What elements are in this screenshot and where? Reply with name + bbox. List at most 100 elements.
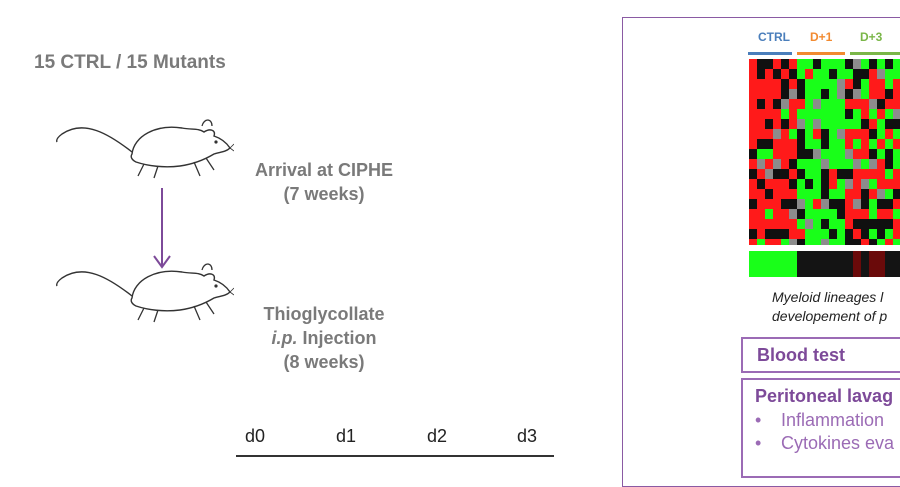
heatmap-cell [893, 239, 900, 245]
heatmap-cell [893, 251, 900, 277]
heatmap-cell [757, 189, 765, 199]
heatmap-cell [797, 159, 805, 169]
heatmap-cell [789, 139, 797, 149]
heatmap-cell [845, 89, 853, 99]
heatmap-cell [749, 129, 757, 139]
heatmap-cell [813, 169, 821, 179]
heatmap-cell [885, 129, 893, 139]
heatmap-cell [805, 129, 813, 139]
heatmap-cell [845, 119, 853, 129]
heatmap-cell [757, 79, 765, 89]
heatmap-cell [861, 119, 869, 129]
lavage-title: Peritoneal lavag [755, 386, 894, 406]
heatmap-cell [797, 251, 805, 277]
heatmap-cell [773, 169, 781, 179]
heatmap-cell [797, 199, 805, 209]
mouse-icon [56, 263, 234, 323]
heatmap-cell [885, 229, 893, 239]
heatmap-cell [749, 79, 757, 89]
heatmap-cell [781, 59, 789, 69]
heatmap-cell [765, 189, 773, 199]
heatmap-cell [829, 99, 837, 109]
heatmap-cell [845, 169, 853, 179]
heatmap-cell [877, 209, 885, 219]
heatmap-cell [789, 239, 797, 245]
heatmap-cell [813, 229, 821, 239]
heatmap-cell [837, 89, 845, 99]
heatmap-cell [749, 109, 757, 119]
heatmap-cell [837, 169, 845, 179]
heatmap-cell [853, 139, 861, 149]
blood-test-label: Blood test [757, 345, 845, 365]
heatmap-cell [773, 251, 781, 277]
heatmap-cell [821, 89, 829, 99]
heatmap-cell [797, 89, 805, 99]
heatmap-cell [829, 179, 837, 189]
heatmap-cell [869, 179, 877, 189]
heatmap-cell [757, 119, 765, 129]
heatmap-cell [853, 169, 861, 179]
heatmap-cell [813, 139, 821, 149]
heatmap-cell [877, 169, 885, 179]
heatmap-cell [821, 109, 829, 119]
heatmap-cell [893, 229, 900, 239]
heatmap-cell [893, 189, 900, 199]
heatmap-cell [813, 179, 821, 189]
arrival-label: Arrival at CIPHE (7 weeks) [234, 158, 414, 206]
heatmap-cell [797, 229, 805, 239]
heatmap-cell [821, 139, 829, 149]
heatmap-cell [837, 229, 845, 239]
heatmap-cell [877, 149, 885, 159]
heatmap-cell [757, 179, 765, 189]
heatmap-cell [845, 59, 853, 69]
heatmap-cell [869, 99, 877, 109]
heatmap-cell [765, 119, 773, 129]
heatmap-cell [813, 129, 821, 139]
heatmap-cell [853, 199, 861, 209]
heatmap-cell [829, 139, 837, 149]
heatmap-cell [861, 89, 869, 99]
heatmap-cell [853, 119, 861, 129]
heatmap-cell [845, 209, 853, 219]
heatmap-cell [773, 229, 781, 239]
heatmap-cell [821, 79, 829, 89]
heatmap-cell [885, 119, 893, 129]
heatmap-cell [773, 189, 781, 199]
heatmap-cell [877, 59, 885, 69]
heatmap-cell [805, 59, 813, 69]
heatmap-cell [789, 149, 797, 159]
heatmap-cell [837, 69, 845, 79]
heatmap-cell [853, 89, 861, 99]
heatmap-cell [781, 229, 789, 239]
heatmap-cell [869, 139, 877, 149]
heatmap-cell [749, 69, 757, 79]
heatmap-cell [757, 251, 765, 277]
heatmap-cell [829, 199, 837, 209]
heatmap-cell [781, 69, 789, 79]
heatmap-cell [893, 89, 900, 99]
heatmap-cell [765, 109, 773, 119]
heatmap-cell [893, 219, 900, 229]
heatmap-cell [829, 159, 837, 169]
group-line-ctrl [748, 52, 792, 55]
heatmap-cell [773, 159, 781, 169]
heatmap-cell [837, 179, 845, 189]
heatmap-cell [781, 159, 789, 169]
heatmap-cell [813, 189, 821, 199]
heatmap-cell [845, 139, 853, 149]
heatmap-cell [757, 109, 765, 119]
heatmap-cell [829, 79, 837, 89]
heatmap-cell [789, 69, 797, 79]
arrival-line-2: (7 weeks) [283, 184, 365, 204]
heatmap-cell [773, 89, 781, 99]
heatmap-cell [797, 149, 805, 159]
heatmap-cell [821, 239, 829, 245]
heatmap-cell [813, 209, 821, 219]
heatmap-cell [853, 189, 861, 199]
heatmap-cell [837, 59, 845, 69]
heatmap-cell [893, 69, 900, 79]
heatmap-cell [765, 159, 773, 169]
heatmap-cell [781, 89, 789, 99]
heatmap-cell [837, 219, 845, 229]
heatmap-cell [829, 229, 837, 239]
